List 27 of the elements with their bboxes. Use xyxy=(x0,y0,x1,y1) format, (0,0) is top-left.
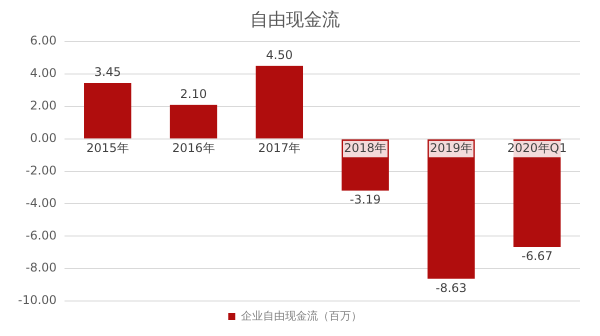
x-tick-label: 2020年Q1 xyxy=(507,141,567,156)
x-tick-label: 2015年 xyxy=(86,141,129,156)
data-label: 2.10 xyxy=(180,86,207,101)
y-tick-label: -10.00 xyxy=(18,293,57,308)
y-tick-label: 2.00 xyxy=(30,98,57,113)
legend-label: 企业自由现金流（百万） xyxy=(240,309,362,322)
y-tick-label: -8.00 xyxy=(26,260,57,275)
bar xyxy=(256,66,304,138)
y-tick-label: -4.00 xyxy=(26,196,57,210)
y-tick-label: 6.00 xyxy=(30,34,57,48)
chart-title: 自由现金流 xyxy=(250,9,340,30)
data-label: -6.67 xyxy=(522,249,553,264)
bar xyxy=(170,104,218,138)
x-tick-label: 2016年 xyxy=(172,141,215,156)
x-tick-label: 2017年 xyxy=(258,141,301,156)
bar xyxy=(84,82,132,138)
data-label: 4.50 xyxy=(266,48,293,62)
data-label: -8.63 xyxy=(436,280,467,295)
bar xyxy=(428,139,475,279)
y-tick-label: -6.00 xyxy=(26,228,57,242)
y-tick-label: 0.00 xyxy=(30,131,57,145)
x-tick-label: 2018年 xyxy=(344,141,387,156)
x-tick-label: 2019年 xyxy=(430,141,472,156)
data-label: 3.45 xyxy=(94,65,121,80)
y-tick-label: -2.00 xyxy=(26,163,57,178)
data-label: -3.19 xyxy=(350,192,381,207)
y-tick-label: 4.00 xyxy=(30,66,57,80)
